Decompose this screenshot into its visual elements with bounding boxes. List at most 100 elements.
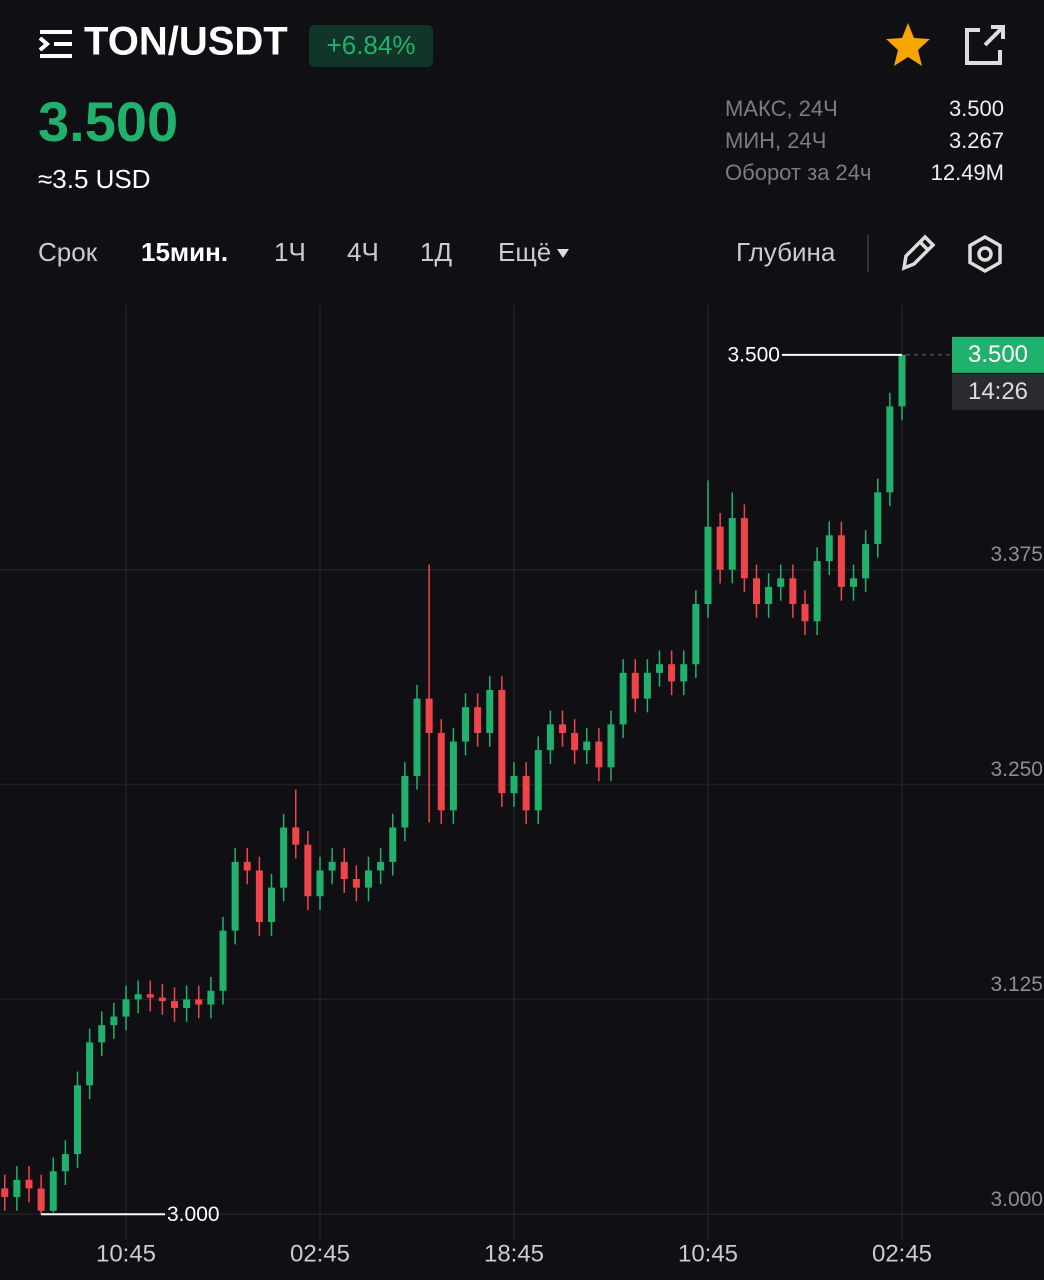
candle-body	[255, 870, 263, 923]
candle-body	[534, 750, 542, 811]
candle-body	[86, 1042, 94, 1086]
candle-body	[98, 1025, 106, 1043]
candle-body	[559, 724, 566, 733]
candle-body	[498, 690, 506, 794]
interval-tab[interactable]: 4Ч	[347, 237, 379, 267]
x-tick-label: 10:45	[678, 1240, 738, 1267]
interval-tab[interactable]: 15мин.	[141, 237, 228, 267]
candle-body	[886, 406, 894, 493]
favorite-icon[interactable]	[886, 23, 930, 66]
stat-label: Оборот за 24ч	[725, 160, 872, 185]
candle-body	[74, 1085, 81, 1155]
x-tick-label: 02:45	[872, 1240, 932, 1267]
candle-body	[37, 1188, 45, 1211]
candle-body	[595, 741, 603, 768]
last-price: 3.500	[38, 90, 178, 153]
candle-body	[850, 578, 857, 587]
interval-tab[interactable]: Ещё	[498, 237, 551, 267]
y-tick-label: 3.250	[990, 758, 1043, 781]
more-arrow	[557, 249, 569, 258]
candle-body	[801, 604, 809, 622]
change: +6.84%	[327, 30, 416, 60]
share-icon[interactable]	[965, 25, 1005, 65]
candle-body	[122, 999, 130, 1017]
usd-price: ≈3.5 USD	[38, 164, 151, 194]
interval-tab[interactable]: 1Ч	[274, 237, 306, 267]
candle-body	[316, 870, 324, 897]
candle-body	[365, 870, 372, 888]
candle-body	[183, 999, 191, 1008]
candle-body	[704, 526, 712, 605]
stat-label: МИН, 24Ч	[725, 128, 826, 153]
candle-body	[462, 707, 469, 742]
candle-body	[837, 535, 845, 587]
depth-tab[interactable]: Глубина	[736, 237, 836, 267]
candle-body	[546, 724, 554, 751]
x-tick-label: 02:45	[290, 1240, 350, 1267]
candle-body	[352, 879, 360, 888]
x-tick-label: 10:45	[96, 1240, 156, 1267]
y-tick-label: 3.000	[990, 1188, 1043, 1211]
candle-body	[716, 526, 724, 570]
candle-body	[583, 741, 591, 751]
candle-body	[243, 861, 251, 871]
candle-body	[474, 707, 482, 733]
countdown-tag	[952, 373, 1044, 410]
x-tick-label: 18:45	[484, 1240, 544, 1267]
candle-body	[425, 698, 433, 733]
pair[interactable]: TON/USDT	[84, 20, 288, 64]
menu-icon[interactable]	[38, 30, 72, 58]
candle-body	[692, 604, 700, 665]
last-price-tag	[952, 336, 1044, 373]
draw-icon[interactable]	[901, 234, 936, 271]
candle-body	[631, 672, 639, 699]
y-tick-label: 3.125	[990, 973, 1043, 996]
candle-body	[777, 578, 785, 587]
change-badge	[309, 25, 433, 67]
candle-body	[268, 887, 275, 923]
candle-body	[328, 861, 336, 871]
candle-body	[825, 535, 833, 562]
candle-body	[765, 586, 773, 605]
max-marker-label: 3.500	[727, 343, 780, 366]
stat-value: 3.500	[949, 96, 1004, 121]
candle-body	[171, 1001, 178, 1008]
candle-body	[522, 775, 530, 811]
candle-body	[231, 861, 239, 931]
candle-body	[813, 561, 821, 622]
candle-body	[656, 664, 663, 673]
candle-body	[146, 994, 154, 998]
chart: 3.000 3.125 3.250 3.375 10:45 02:45 18:45 10:45…	[0, 305, 1044, 1267]
candle-body	[219, 930, 227, 991]
candle-body	[862, 543, 870, 579]
candle-body	[401, 775, 409, 828]
candle-body	[789, 578, 797, 605]
candle-body	[377, 861, 385, 871]
candle-body	[61, 1154, 69, 1172]
candle-body	[280, 827, 288, 888]
candle-body	[292, 827, 300, 845]
min-marker-label: 3.000	[167, 1203, 220, 1226]
candle-body	[607, 724, 615, 768]
candle-body	[49, 1171, 57, 1211]
candle-body	[668, 664, 676, 682]
candle-body	[207, 990, 215, 1005]
countdown: 14:26	[968, 378, 1028, 405]
interval-tab: Срок	[38, 237, 98, 267]
candle-body	[25, 1179, 33, 1189]
candle-body	[340, 861, 348, 880]
candle-body	[728, 518, 736, 570]
candle-body	[304, 844, 312, 897]
interval-tab[interactable]: 1Д	[420, 237, 452, 267]
candle-body	[753, 578, 760, 605]
candle-body	[874, 492, 882, 544]
settings-icon[interactable]	[968, 234, 1002, 274]
candle-body	[571, 732, 579, 751]
candle-body	[486, 690, 494, 733]
candle-body	[1, 1188, 9, 1198]
candle-body	[389, 827, 397, 862]
y-tick-label: 3.375	[990, 543, 1043, 566]
candle-body	[619, 672, 627, 725]
candle-body	[680, 664, 688, 682]
